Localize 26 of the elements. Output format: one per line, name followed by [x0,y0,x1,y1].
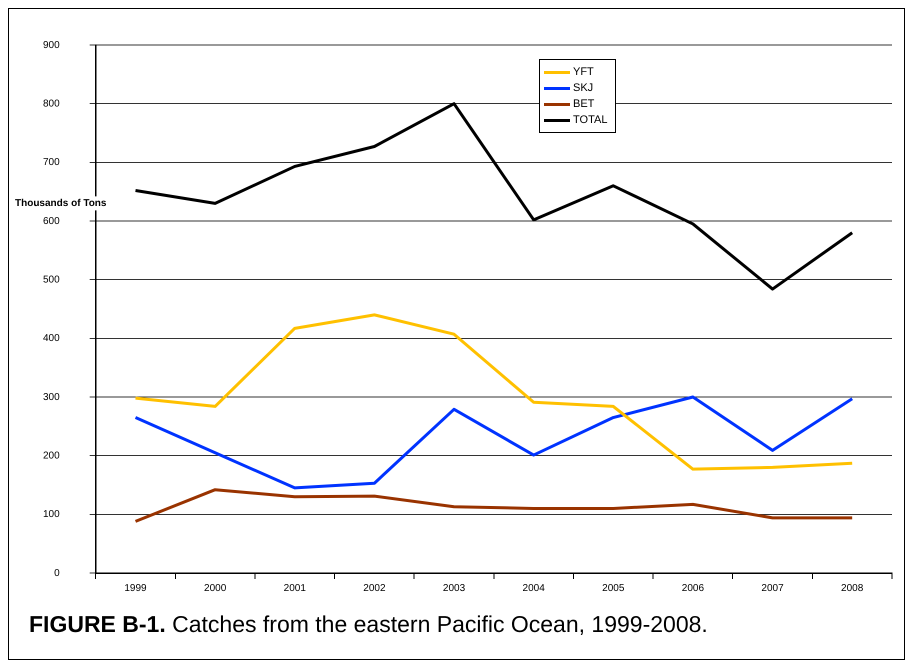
legend-label: TOTAL [573,114,608,126]
text: FIGURE B-1. Catches from the eastern Pacific Ocean, 1999-2008. [29,611,708,637]
y-tick-label: 800 [42,98,60,110]
legend-label: BET [573,98,594,110]
y-tick-label: 700 [42,157,60,168]
x-tick-label: 2003 [442,582,466,594]
y-tick-label: 0 [54,568,60,579]
y-tick-label: 300 [42,392,60,403]
x-tick-label: 2005 [602,582,625,594]
x-tick-label: 2000 [204,582,227,594]
y-axis-title: Thousands of Tons [15,198,107,210]
x-tick-label: 2008 [841,582,864,594]
y-tick-label: 200 [42,450,60,462]
legend-label: SKJ [573,82,594,94]
legend-label: YFT [573,66,594,78]
x-tick-label: 2007 [761,582,784,594]
x-tick-label: 2004 [522,582,546,594]
y-tick-label: 900 [42,40,60,51]
y-tick-label: 500 [42,274,60,286]
x-tick-label: 2001 [284,582,306,594]
y-tick-label: 600 [42,216,60,227]
x-tick-label: 1999 [124,582,148,594]
y-tick-label: 100 [42,509,60,520]
y-tick-label: 400 [42,333,60,344]
x-tick-label: 2002 [363,582,386,594]
x-tick-label: 2006 [682,582,704,594]
